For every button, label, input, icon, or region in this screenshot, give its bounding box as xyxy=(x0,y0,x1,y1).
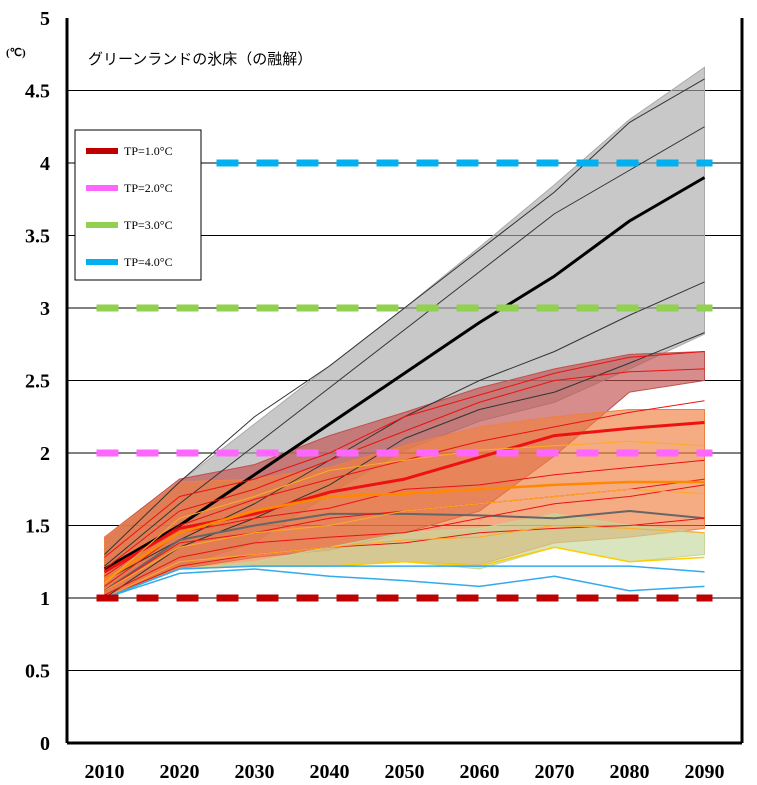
y-tick-label-6: 3 xyxy=(40,298,50,320)
axes xyxy=(65,18,744,745)
x-tick-labels: 2010 2020 2030 2040 2050 2060 2070 2080 2090 xyxy=(85,761,725,783)
y-tick-label-1: 0.5 xyxy=(25,661,50,683)
chart-title: グリーンランドの氷床（の融解） xyxy=(88,50,312,68)
series-line-0 xyxy=(103,176,706,571)
x-tick-label-8: 2090 xyxy=(685,761,725,783)
series-lines xyxy=(103,78,706,599)
legend-label-3: TP=4.0°C xyxy=(124,255,173,269)
x-tick-label-1: 2020 xyxy=(160,761,200,783)
series-line-2 xyxy=(104,126,705,567)
y-tick-label-2: 1 xyxy=(40,588,50,610)
series-line-15 xyxy=(104,440,705,584)
y-tick-label-9: 4.5 xyxy=(25,81,50,103)
y-tick-label-5: 2.5 xyxy=(25,371,50,393)
series-line-7 xyxy=(104,351,705,558)
x-tick-label-5: 2060 xyxy=(460,761,500,783)
x-tick-label-2: 2030 xyxy=(235,761,275,783)
y-tick-label-10: 5 xyxy=(40,8,50,30)
series-line-14 xyxy=(103,480,705,582)
y-tick-label-0: 0 xyxy=(40,733,50,755)
unit-label: (℃) xyxy=(6,47,26,59)
x-tick-label-7: 2080 xyxy=(610,761,650,783)
x-tick-label-6: 2070 xyxy=(535,761,575,783)
series-line-4 xyxy=(104,332,705,599)
series-line-5 xyxy=(103,510,705,592)
y-tick-label-8: 4 xyxy=(40,153,50,175)
legend-label-0: TP=1.0°C xyxy=(124,144,173,158)
y-tick-label-7: 3.5 xyxy=(25,226,50,248)
series-line-17 xyxy=(104,525,705,599)
x-tick-label-0: 2010 xyxy=(85,761,125,783)
series-line-12 xyxy=(104,484,705,596)
series-line-8 xyxy=(104,368,705,570)
series-line-13 xyxy=(104,517,705,599)
series-line-20 xyxy=(104,565,705,599)
legend-box xyxy=(74,129,202,281)
series-line-10 xyxy=(104,459,705,587)
series-line-19 xyxy=(104,568,705,599)
y-tick-label-3: 1.5 xyxy=(25,516,50,538)
x-tick-label-3: 2040 xyxy=(310,761,350,783)
y-tick-label-4: 2 xyxy=(40,443,50,465)
legend-label-2: TP=3.0°C xyxy=(124,218,173,232)
series-line-16 xyxy=(104,488,705,592)
series-line-6 xyxy=(103,421,705,574)
x-tick-label-4: 2050 xyxy=(385,761,425,783)
series-line-1 xyxy=(104,78,705,555)
uncertainty-bands xyxy=(104,66,705,599)
y-tick-labels: 0 0.5 1 1.5 2 2.5 3 3.5 4 4.5 5 xyxy=(25,8,50,755)
legend: TP=1.0°C TP=2.0°C TP=3.0°C TP=4.0°C xyxy=(74,129,202,281)
legend-label-1: TP=2.0°C xyxy=(124,181,173,195)
